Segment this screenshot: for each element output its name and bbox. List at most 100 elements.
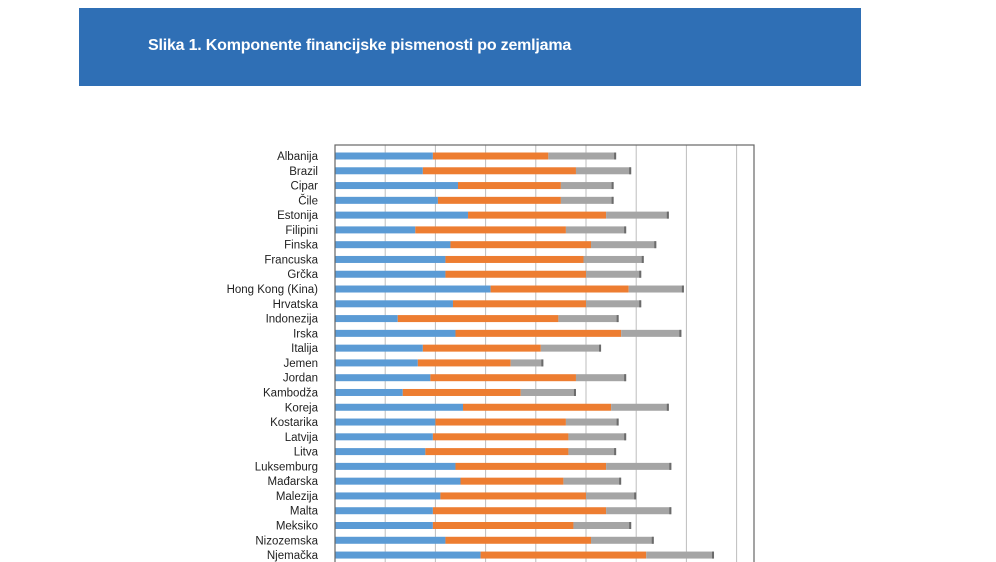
bar-segment-series-1 — [335, 329, 456, 337]
title-banner: Slika 1. Komponente financijske pismenos… — [79, 8, 861, 86]
bar-end-cap — [624, 226, 627, 234]
category-label: Meksiko — [276, 521, 318, 533]
bar-segment-series-1 — [335, 285, 491, 293]
bar-segment-series-1 — [335, 241, 451, 249]
bar-segment-series-3 — [540, 344, 602, 352]
bar-segment-series-3 — [575, 167, 632, 175]
category-label: Jordan — [283, 373, 318, 385]
bar-segment-series-3 — [606, 507, 672, 515]
bar-segment-series-1 — [335, 270, 446, 278]
bar-end-cap — [624, 433, 627, 441]
bar-segment-series-1 — [335, 403, 464, 411]
category-label: Brazil — [289, 166, 318, 178]
bar-segment-series-2 — [445, 536, 592, 544]
bar-end-cap — [679, 329, 682, 337]
bar-end-cap — [629, 167, 632, 175]
category-label: Malezija — [276, 491, 319, 503]
category-label: Malta — [290, 506, 319, 518]
category-label: Kambodža — [263, 387, 319, 399]
bar-end-cap — [614, 152, 617, 160]
bar-segment-series-3 — [628, 285, 684, 293]
bar-end-cap — [616, 315, 619, 323]
bar-segment-series-2 — [417, 359, 511, 367]
bar-segment-series-2 — [450, 241, 592, 249]
bar-segment-series-1 — [335, 477, 461, 485]
category-label: Filipini — [285, 225, 318, 237]
bar-segment-series-3 — [621, 329, 682, 337]
bar-end-cap — [611, 182, 614, 190]
bar-end-cap — [712, 551, 715, 559]
bar-segment-series-3 — [560, 196, 614, 204]
bar-segment-series-3 — [611, 403, 669, 411]
bar-segment-series-3 — [646, 551, 715, 559]
category-label: Grčka — [287, 269, 318, 281]
bar-end-cap — [666, 211, 669, 219]
category-label: Koreja — [285, 402, 319, 414]
bar-segment-series-1 — [335, 433, 433, 441]
bar-segment-series-2 — [437, 196, 561, 204]
category-label: Indonezija — [266, 314, 319, 326]
category-label: Francuska — [264, 254, 318, 266]
category-label: Nizozemska — [255, 535, 318, 547]
chart-title: Slika 1. Komponente financijske pismenos… — [148, 37, 572, 54]
bar-segment-series-1 — [335, 388, 403, 396]
bar-segment-series-2 — [440, 492, 586, 500]
category-label: Jemen — [283, 358, 318, 370]
bar-segment-series-1 — [335, 374, 431, 382]
bars — [335, 152, 715, 559]
bar-segment-series-3 — [591, 536, 654, 544]
bar-segment-series-2 — [425, 448, 569, 456]
category-label: Finska — [284, 240, 318, 252]
bar-end-cap — [624, 374, 627, 382]
bar-segment-series-3 — [575, 374, 627, 382]
category-label: Luksemburg — [255, 461, 318, 473]
bar-segment-series-2 — [452, 300, 586, 308]
bar-segment-series-1 — [335, 255, 446, 263]
bar-segment-series-3 — [520, 388, 576, 396]
bar-segment-series-3 — [563, 477, 622, 485]
bar-end-cap — [599, 344, 602, 352]
bar-segment-series-2 — [432, 522, 574, 529]
bar-segment-series-3 — [558, 315, 619, 323]
category-label: Irska — [293, 328, 319, 340]
bar-segment-series-2 — [430, 374, 576, 382]
bar-segment-series-2 — [445, 270, 586, 278]
bar-segment-series-2 — [457, 182, 561, 190]
bar-segment-series-2 — [415, 226, 566, 234]
bar-end-cap — [611, 196, 614, 204]
bar-segment-series-3 — [606, 462, 672, 470]
bar-segment-series-1 — [335, 448, 426, 456]
bar-segment-series-1 — [335, 315, 398, 323]
bar-end-cap — [669, 507, 672, 515]
bar-segment-series-1 — [335, 182, 458, 190]
bar-end-cap — [614, 448, 617, 456]
bar-end-cap — [616, 418, 619, 426]
plot-frame — [334, 144, 755, 562]
bar-segment-series-2 — [463, 403, 612, 411]
bar-segment-series-2 — [432, 507, 607, 515]
bar-segment-series-1 — [335, 196, 438, 204]
bar-segment-series-3 — [560, 182, 614, 190]
bar-segment-series-3 — [510, 359, 544, 367]
bar-segment-series-1 — [335, 152, 433, 160]
bar-segment-series-1 — [335, 536, 446, 544]
bar-end-cap — [669, 462, 672, 470]
category-label: Kostarika — [270, 417, 319, 429]
bar-segment-series-3 — [606, 211, 669, 219]
bar-end-cap — [634, 492, 637, 500]
bar-segment-series-2 — [432, 433, 569, 441]
bar-end-cap — [629, 522, 632, 529]
category-label: Njemačka — [267, 550, 319, 562]
bar-segment-series-2 — [455, 462, 607, 470]
category-label: Čile — [298, 194, 318, 207]
bar-segment-series-1 — [335, 226, 416, 234]
bar-end-cap — [573, 388, 576, 396]
bar-segment-series-3 — [586, 492, 637, 500]
bar-end-cap — [666, 403, 669, 411]
category-label: Albanija — [277, 151, 319, 163]
bar-end-cap — [681, 285, 684, 293]
category-label: Italija — [291, 343, 318, 355]
bar-segment-series-2 — [397, 315, 559, 323]
